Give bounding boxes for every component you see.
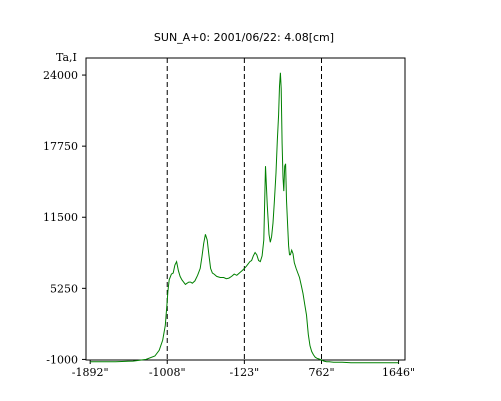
- x-tick-label: -123": [229, 366, 259, 379]
- x-tick-label: 1646": [382, 366, 415, 379]
- x-axis-ticks: -1892" -1008" -123" 762" 1646": [72, 360, 415, 379]
- y-tick-label: 24000: [43, 69, 78, 82]
- x-tick-label: -1892": [72, 366, 109, 379]
- plot-frame: [85, 57, 406, 361]
- y-tick-label: 17750: [43, 140, 78, 153]
- chart-title: SUN_A+0: 2001/06/22: 4.08[cm]: [154, 31, 334, 44]
- y-tick-label: 11500: [43, 211, 78, 224]
- series-line: [90, 72, 399, 364]
- x-tick-label: 762": [308, 366, 334, 379]
- vertical-marker-lines: [166, 58, 323, 360]
- y-axis-label: Ta,I: [56, 51, 77, 64]
- y-tick-label: 5250: [50, 282, 78, 295]
- y-tick-label: -1000: [46, 353, 78, 366]
- y-axis-ticks: -1000 5250 11500 17750 24000: [43, 69, 86, 366]
- x-tick-label: -1008": [149, 366, 186, 379]
